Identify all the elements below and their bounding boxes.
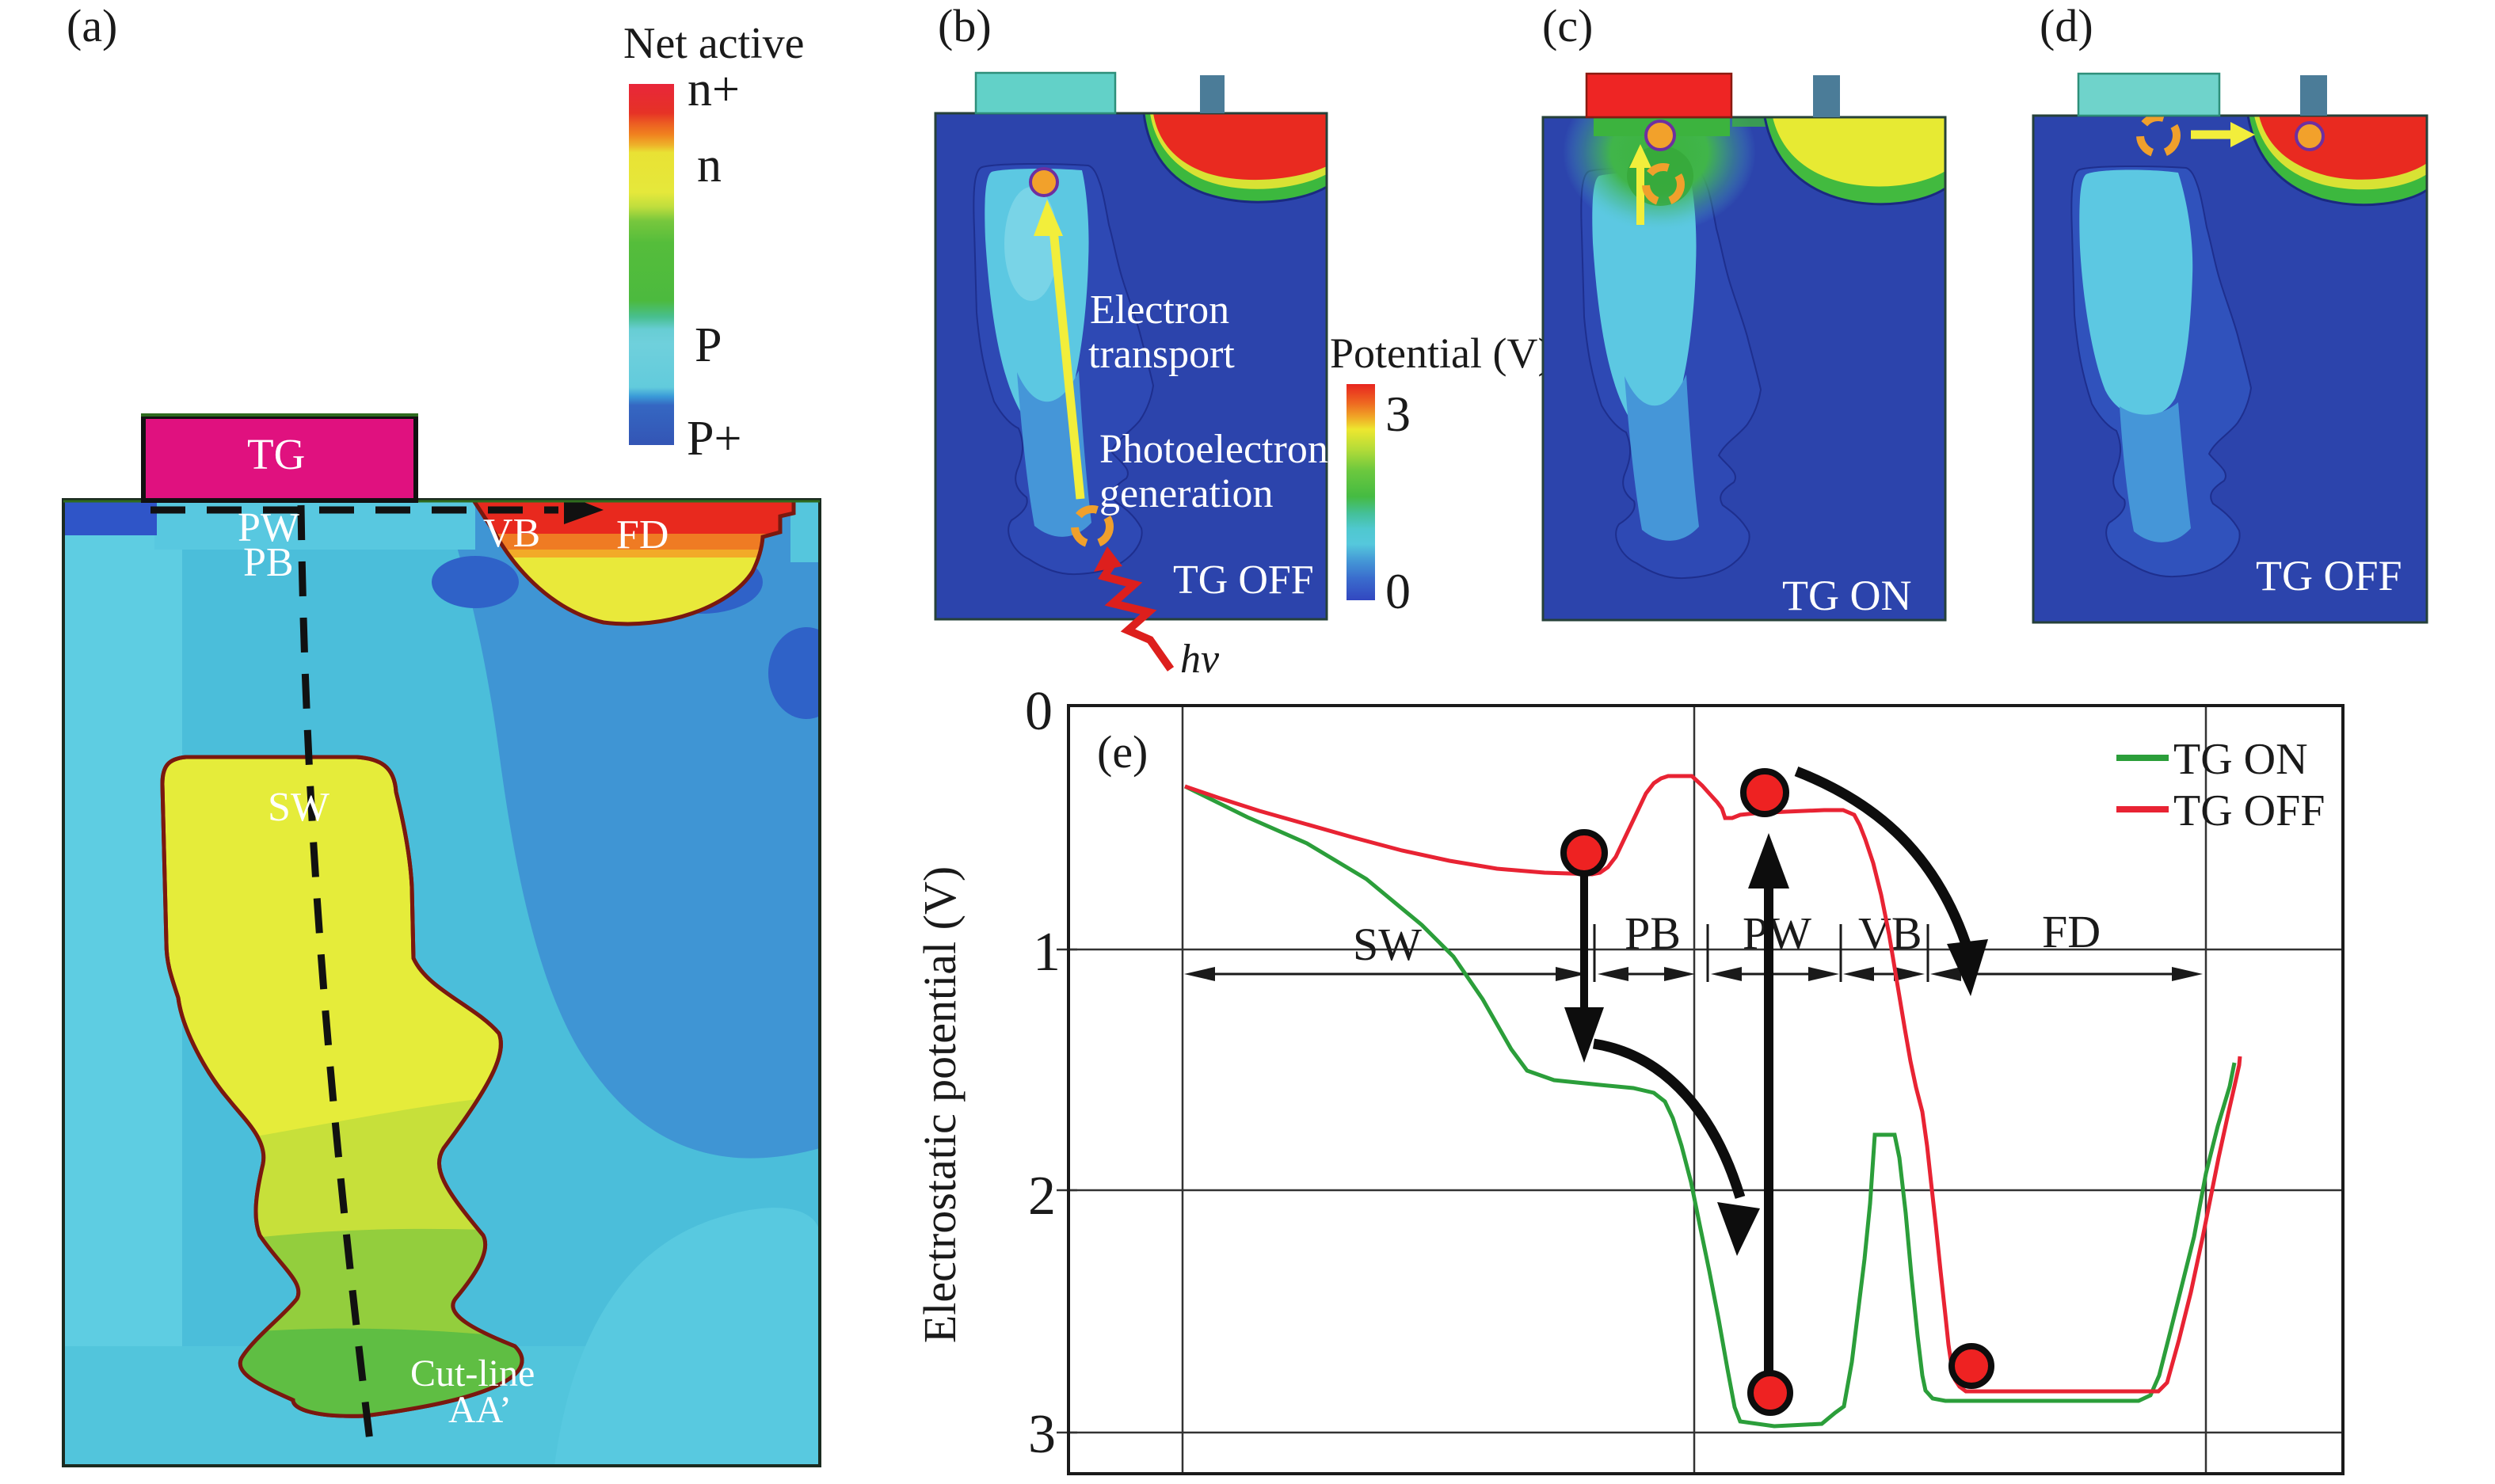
svg-text:TG OFF: TG OFF xyxy=(2256,552,2402,599)
svg-text:Electron: Electron xyxy=(1090,287,1229,333)
svg-text:0: 0 xyxy=(1385,563,1411,619)
svg-text:0: 0 xyxy=(1025,681,1053,742)
svg-text:1: 1 xyxy=(1033,922,1061,983)
svg-text:TG OFF: TG OFF xyxy=(1173,557,1314,603)
svg-text:PW: PW xyxy=(238,505,299,550)
svg-text:FD: FD xyxy=(2042,906,2101,957)
svg-text:transport: transport xyxy=(1088,332,1235,377)
svg-text:(c): (c) xyxy=(1542,0,1593,51)
svg-text:(b): (b) xyxy=(938,0,992,51)
svg-text:P+: P+ xyxy=(687,412,741,466)
svg-text:VB: VB xyxy=(483,511,540,556)
svg-text:n: n xyxy=(697,139,722,192)
svg-text:TG: TG xyxy=(247,430,305,478)
svg-text:Cut-line: Cut-line xyxy=(410,1353,535,1395)
svg-text:TG ON: TG ON xyxy=(1782,572,1911,619)
svg-text:n+: n+ xyxy=(688,63,740,116)
svg-text:3: 3 xyxy=(1028,1404,1056,1465)
svg-text:(e): (e) xyxy=(1097,726,1148,778)
svg-text:(a): (a) xyxy=(67,0,117,51)
svg-text:(d): (d) xyxy=(2040,0,2093,51)
svg-text:Electrostatic potential (V): Electrostatic potential (V) xyxy=(914,866,966,1343)
svg-text:PB: PB xyxy=(1625,908,1681,959)
svg-text:Photoelectron: Photoelectron xyxy=(1099,427,1328,472)
svg-text:PW: PW xyxy=(1743,908,1811,959)
svg-text:FD: FD xyxy=(616,512,669,557)
svg-text:Potential (V): Potential (V) xyxy=(1330,329,1552,377)
svg-text:AA’: AA’ xyxy=(448,1389,512,1431)
svg-text:hv: hv xyxy=(1180,637,1220,682)
svg-text:3: 3 xyxy=(1385,386,1411,442)
svg-text:PB: PB xyxy=(243,540,294,585)
svg-text:Net active: Net active xyxy=(623,19,805,68)
svg-text:TG ON: TG ON xyxy=(2173,735,2308,784)
svg-text:generation: generation xyxy=(1099,471,1273,516)
svg-text:SW: SW xyxy=(1353,919,1422,970)
svg-text:P: P xyxy=(695,318,722,372)
svg-text:SW: SW xyxy=(268,785,329,830)
svg-text:2: 2 xyxy=(1028,1166,1056,1227)
svg-text:TG OFF: TG OFF xyxy=(2173,786,2325,835)
